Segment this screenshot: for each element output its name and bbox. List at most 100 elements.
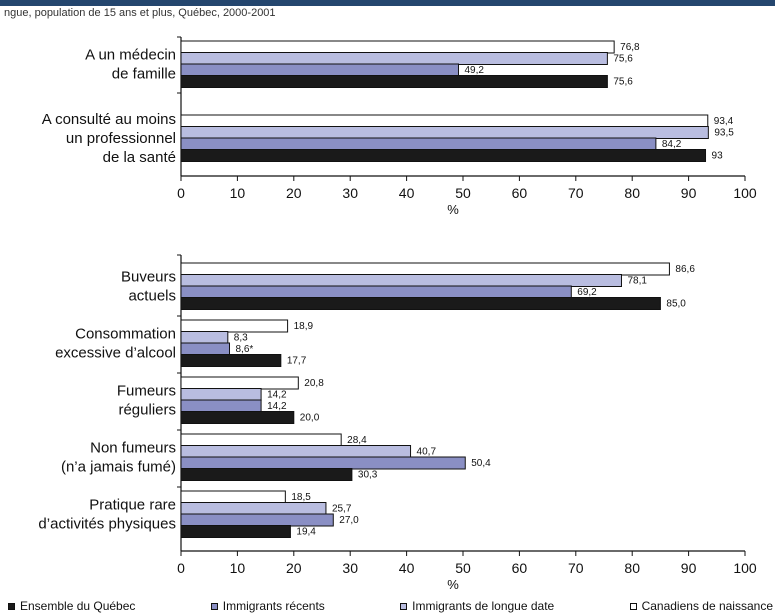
category-label: A consulté au moins bbox=[42, 111, 176, 128]
legend-item-canadiens: Canadiens de naissance bbox=[629, 597, 773, 615]
x-tick-label: 30 bbox=[342, 560, 358, 576]
bar-value-label: 25,7 bbox=[332, 504, 352, 515]
x-tick-label: 20 bbox=[286, 560, 302, 576]
legend-label: Immigrants récents bbox=[222, 599, 325, 613]
bar-value-label: 49,2 bbox=[464, 65, 484, 76]
bar-recents bbox=[180, 63, 459, 77]
legend-swatch bbox=[400, 602, 408, 610]
category-label: un professionnel bbox=[66, 130, 176, 147]
legend-swatch bbox=[210, 602, 218, 610]
bar-canadiens bbox=[180, 40, 615, 54]
category-label: d’activités physiques bbox=[38, 516, 176, 533]
bar-recents bbox=[180, 342, 231, 356]
category-label: Fumeurs bbox=[117, 383, 176, 400]
bar-longue_date bbox=[180, 126, 709, 139]
x-tick-label: 50 bbox=[455, 560, 471, 576]
bar-canadiens bbox=[180, 114, 709, 128]
bar-quebec bbox=[180, 354, 282, 367]
bar-value-label: 14,2 bbox=[267, 390, 287, 401]
bar-value-label: 50,4 bbox=[471, 458, 491, 469]
bar-value-label: 75,6 bbox=[613, 54, 633, 65]
bar-value-label: 27,0 bbox=[339, 515, 359, 526]
bar-quebec bbox=[180, 525, 291, 538]
x-tick-label: 100 bbox=[733, 560, 757, 576]
legend-item-longue_date: Immigrants de longue date bbox=[400, 597, 554, 615]
bar-value-label: 84,2 bbox=[662, 139, 682, 150]
bar-value-label: 14,2 bbox=[267, 401, 287, 412]
bar-value-label: 69,2 bbox=[577, 287, 597, 298]
bar-quebec bbox=[180, 411, 295, 424]
bar-longue_date bbox=[180, 52, 608, 65]
bar-value-label: 78,1 bbox=[627, 276, 647, 287]
category-label: réguliers bbox=[118, 402, 176, 419]
bar-value-label: 17,7 bbox=[287, 356, 307, 367]
bar-recents bbox=[180, 399, 262, 413]
bar-longue_date bbox=[180, 331, 229, 344]
x-tick-label: 80 bbox=[624, 185, 640, 201]
bar-value-label: 85,0 bbox=[666, 299, 686, 310]
bar-recents bbox=[180, 285, 572, 299]
category-label: Pratique rare bbox=[89, 497, 176, 514]
header-bar bbox=[0, 0, 775, 6]
category-label: excessive d’alcool bbox=[55, 345, 176, 362]
bar-canadiens bbox=[180, 319, 289, 333]
x-tick-label: 50 bbox=[455, 185, 471, 201]
x-tick-label: 60 bbox=[512, 185, 528, 201]
bar-canadiens bbox=[180, 262, 670, 276]
bar-longue_date bbox=[180, 274, 622, 287]
bar-value-label: 40,7 bbox=[417, 447, 437, 458]
legend-label: Immigrants de longue date bbox=[412, 599, 555, 613]
bar-value-label: 19,4 bbox=[296, 527, 316, 538]
bar-value-label: 20,8 bbox=[304, 378, 324, 389]
category-label: de famille bbox=[112, 66, 176, 83]
x-axis-title: % bbox=[447, 202, 459, 217]
legend-swatch bbox=[629, 602, 637, 610]
x-tick-label: 90 bbox=[681, 185, 697, 201]
x-tick-label: 100 bbox=[733, 185, 757, 201]
bar-canadiens bbox=[180, 490, 286, 504]
bar-value-label: 30,3 bbox=[358, 470, 378, 481]
category-label: (n’a jamais fumé) bbox=[61, 459, 176, 476]
x-axis-title: % bbox=[447, 577, 459, 592]
bar-value-label: 20,0 bbox=[300, 413, 320, 424]
x-tick-label: 20 bbox=[286, 185, 302, 201]
x-tick-label: 70 bbox=[568, 185, 584, 201]
legend-label: Canadiens de naissance bbox=[641, 599, 773, 613]
bar-value-label: 93,5 bbox=[714, 128, 734, 139]
legend-item-quebec: Ensemble du Québec bbox=[8, 597, 135, 615]
legend: Ensemble du Québec Immigrants récents Immi… bbox=[8, 597, 773, 615]
bar-value-label: 8,6* bbox=[236, 344, 254, 355]
bar-value-label: 93 bbox=[712, 151, 724, 162]
x-tick-label: 80 bbox=[624, 560, 640, 576]
bar-value-label: 18,9 bbox=[294, 321, 314, 332]
bar-longue_date bbox=[180, 445, 412, 458]
x-tick-label: 10 bbox=[230, 185, 246, 201]
bar-recents bbox=[180, 456, 466, 470]
bar-longue_date bbox=[180, 502, 327, 515]
category-label: Consommation bbox=[75, 326, 176, 343]
category-label: A un médecin bbox=[85, 47, 176, 64]
x-tick-label: 30 bbox=[342, 185, 358, 201]
x-tick-label: 0 bbox=[177, 185, 185, 201]
bar-value-label: 28,4 bbox=[347, 435, 367, 446]
legend-item-recents: Immigrants récents bbox=[210, 597, 325, 615]
bar-value-label: 93,4 bbox=[714, 116, 734, 127]
x-tick-label: 40 bbox=[399, 560, 415, 576]
category-label: de la santé bbox=[103, 149, 176, 166]
header-text: ngue, population de 15 ans et plus, Québ… bbox=[4, 7, 276, 19]
x-tick-label: 90 bbox=[681, 560, 697, 576]
legend-swatch bbox=[8, 602, 15, 610]
bar-value-label: 8,3 bbox=[234, 333, 248, 344]
bar-canadiens bbox=[180, 376, 299, 390]
bar-quebec bbox=[180, 297, 661, 310]
x-tick-label: 40 bbox=[399, 185, 415, 201]
x-tick-label: 60 bbox=[512, 560, 528, 576]
bar-quebec bbox=[180, 149, 707, 162]
category-label: actuels bbox=[128, 288, 176, 305]
bar-longue_date bbox=[180, 388, 262, 401]
bar-quebec bbox=[180, 75, 608, 88]
bar-recents bbox=[180, 137, 657, 151]
legend-label: Ensemble du Québec bbox=[20, 599, 136, 613]
bar-recents bbox=[180, 513, 334, 527]
